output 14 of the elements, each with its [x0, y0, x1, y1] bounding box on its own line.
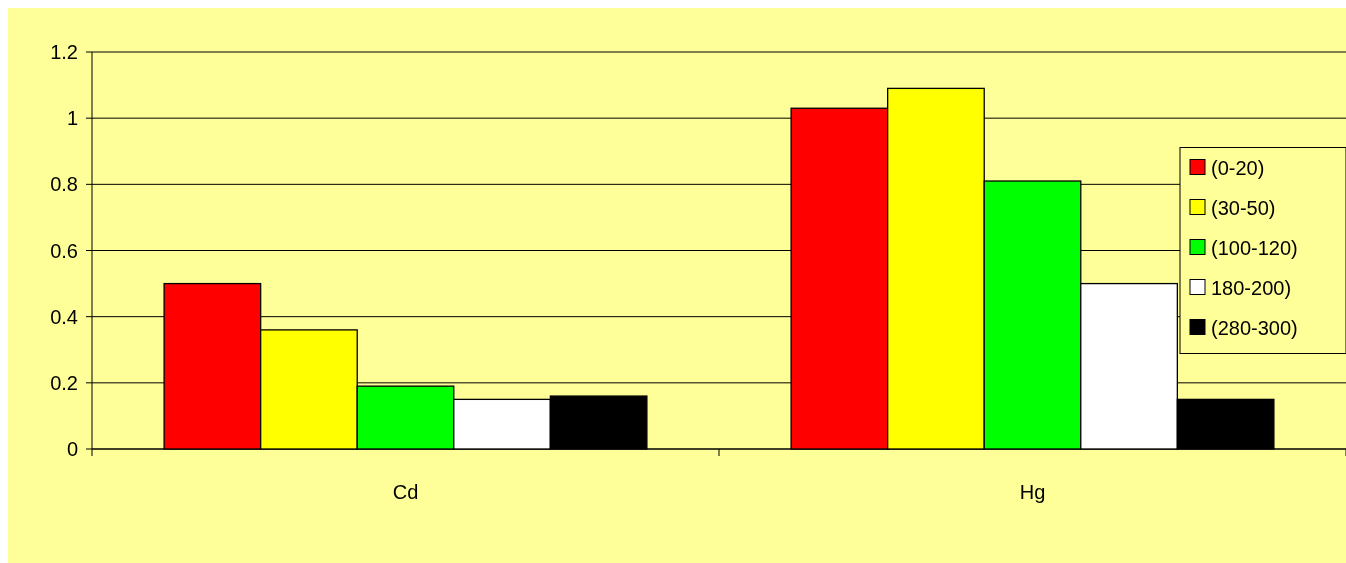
y-tick-label: 1: [66, 107, 78, 130]
legend-label: (100-120): [1211, 236, 1298, 259]
y-tick-label: 0.2: [50, 371, 78, 394]
y-tick-label: 0.4: [50, 305, 78, 328]
legend-label: (30-50): [1211, 196, 1276, 219]
x-tick-label: Cd: [392, 481, 419, 503]
y-tick-label: 0.8: [50, 173, 78, 196]
legend-label: (280-300): [1211, 316, 1298, 339]
x-tick-label: Hg: [1019, 481, 1046, 503]
legend-label: (0-20): [1211, 156, 1265, 179]
y-tick-label: 1.2: [50, 41, 78, 63]
y-tick-label: 0: [66, 438, 78, 460]
y-tick-label: 0.6: [50, 239, 78, 262]
legend-label: 180-200): [1211, 276, 1292, 299]
